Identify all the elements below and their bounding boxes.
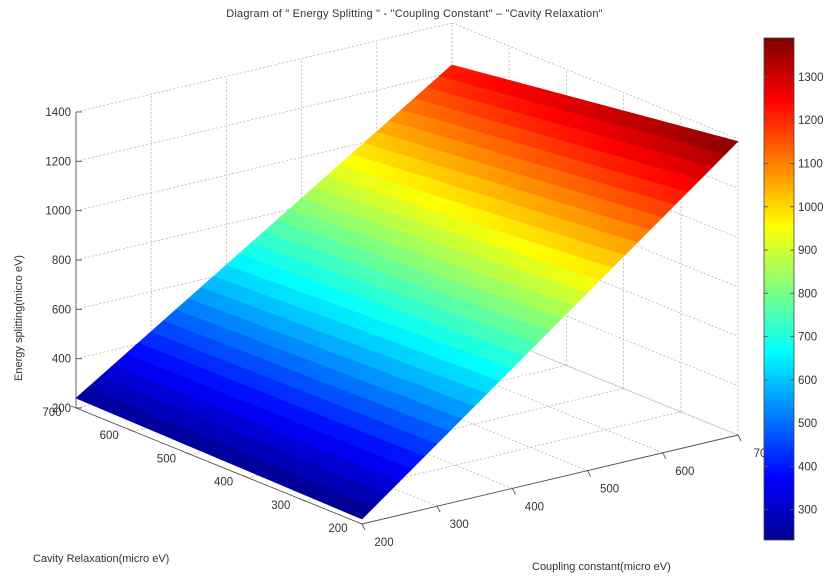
side-wall-gridline bbox=[451, 121, 739, 239]
y-tick-label: 400 bbox=[214, 477, 233, 489]
y-tick-label: 200 bbox=[328, 523, 347, 535]
y-tick-mark bbox=[242, 475, 248, 479]
side-wall-gridline bbox=[451, 219, 739, 337]
chart-title: Diagram of " Energy Splitting " - "Coupl… bbox=[226, 8, 603, 20]
x-tick-mark bbox=[587, 470, 592, 477]
y-tick-mark bbox=[356, 521, 363, 525]
back-wall-gridline bbox=[75, 22, 453, 113]
z-tick-label: 1000 bbox=[45, 206, 71, 218]
y-tick-mark bbox=[128, 428, 134, 432]
z-tick-label: 1400 bbox=[45, 107, 71, 119]
tick-labels: 200 400 600 800 1000 1200 1400 200 300 400 500 600 7… bbox=[42, 107, 766, 549]
colorbar-tick-label: 800 bbox=[798, 288, 817, 300]
colorbar: 300 400 500 600 700 800 900 1000 1100 1200 1300 bbox=[763, 37, 824, 541]
x-tick-mark bbox=[737, 434, 742, 442]
x-tick-label: 200 bbox=[374, 537, 393, 549]
side-wall-gridline bbox=[451, 269, 739, 387]
y-axis-line bbox=[75, 407, 363, 525]
colorbar-tick-label: 1100 bbox=[798, 159, 823, 171]
side-wall-gridline bbox=[451, 318, 739, 436]
z-tick-label: 400 bbox=[52, 354, 71, 366]
z-tick-label: 1200 bbox=[45, 156, 71, 168]
y-tick-mark bbox=[299, 498, 305, 502]
back-wall-gridline bbox=[75, 71, 453, 162]
y-tick-label: 700 bbox=[42, 407, 61, 419]
y-tick-label: 500 bbox=[157, 453, 176, 465]
colorbar-tick-label: 500 bbox=[798, 418, 817, 430]
x-tick-mark bbox=[436, 505, 441, 513]
colorbar-tick-label: 700 bbox=[798, 332, 817, 344]
y-tick-label: 300 bbox=[271, 500, 290, 512]
x-tick-mark bbox=[511, 488, 516, 495]
y-tick-mark bbox=[185, 451, 191, 455]
side-wall-gridline bbox=[451, 170, 739, 288]
colorbar-tick-label: 600 bbox=[798, 375, 817, 387]
z-axis-label: Energy splitting(micro eV) bbox=[13, 255, 25, 381]
z-tick-label: 800 bbox=[52, 255, 71, 267]
x-tick-mark bbox=[361, 523, 366, 531]
colorbar-tick-label: 300 bbox=[798, 505, 817, 517]
colorbar-gradient bbox=[763, 37, 795, 541]
y-tick-label: 600 bbox=[100, 430, 119, 442]
colorbar-tick-label: 900 bbox=[798, 245, 817, 257]
surface-layer bbox=[75, 64, 739, 520]
colorbar-tick-label: 1000 bbox=[798, 202, 824, 214]
colorbar-tick-label: 1200 bbox=[798, 115, 824, 127]
x-tick-label: 400 bbox=[525, 501, 544, 513]
side-wall-gridline bbox=[451, 22, 739, 140]
x-axis-label: Coupling constant(micro eV) bbox=[532, 561, 671, 573]
y-tick-mark bbox=[70, 405, 77, 409]
x-tick-label: 70 bbox=[754, 448, 767, 460]
z-tick-label: 600 bbox=[52, 304, 71, 316]
colorbar-tick-label: 1300 bbox=[798, 72, 824, 84]
x-axis-line bbox=[361, 434, 739, 525]
x-tick-label: 500 bbox=[600, 484, 619, 496]
x-tick-label: 600 bbox=[675, 466, 694, 478]
surface-patch bbox=[438, 64, 463, 79]
y-axis-label: Cavity Relaxation(micro eV) bbox=[33, 553, 169, 565]
z-tick-label: 200 bbox=[52, 403, 71, 415]
colorbar-tick-label: 400 bbox=[798, 461, 817, 473]
x-tick-label: 300 bbox=[450, 519, 469, 531]
x-tick-mark bbox=[662, 452, 667, 460]
